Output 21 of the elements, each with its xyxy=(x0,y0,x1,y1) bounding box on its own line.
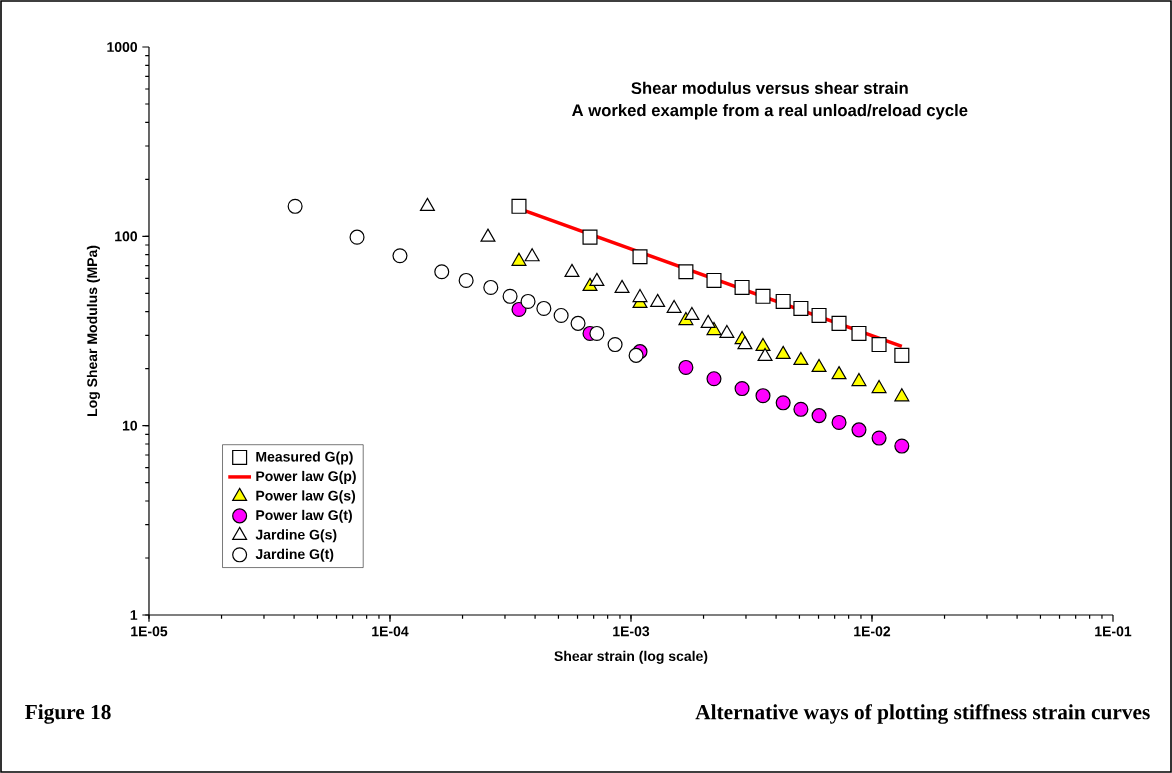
x-tick-label: 1E-02 xyxy=(854,626,891,637)
y-tick-label: 1000 xyxy=(107,42,138,52)
x-axis-title: Shear strain (log scale) xyxy=(554,650,708,664)
y-tick-label: 1 xyxy=(130,610,138,620)
legend-label: Power law G(t) xyxy=(256,509,352,523)
text: A worked example from a real unload/reload cycle xyxy=(572,103,968,120)
text: Alternative ways of plotting stiffness strain curves xyxy=(695,704,1150,724)
x-tick-label: 1E-05 xyxy=(131,626,168,637)
legend-label: Power law G(p) xyxy=(256,470,356,484)
legend-label: Power law G(s) xyxy=(256,490,356,504)
legend-label: Jardine G(s) xyxy=(255,529,337,543)
y-axis-title: Log Shear Modulus (MPa) xyxy=(86,245,100,416)
text: Shear modulus versus shear strain xyxy=(631,81,908,95)
legend-label: Measured G(p) xyxy=(256,451,353,465)
legend-label: Jardine G(t) xyxy=(255,548,334,562)
x-tick-label: 1E-04 xyxy=(372,626,409,637)
x-tick-label: 1E-01 xyxy=(1095,626,1132,637)
y-tick-label: 10 xyxy=(122,420,138,431)
caption: Figure 18 xyxy=(25,704,111,724)
x-tick-label: 1E-03 xyxy=(613,626,650,637)
y-tick-label: 100 xyxy=(115,231,138,242)
